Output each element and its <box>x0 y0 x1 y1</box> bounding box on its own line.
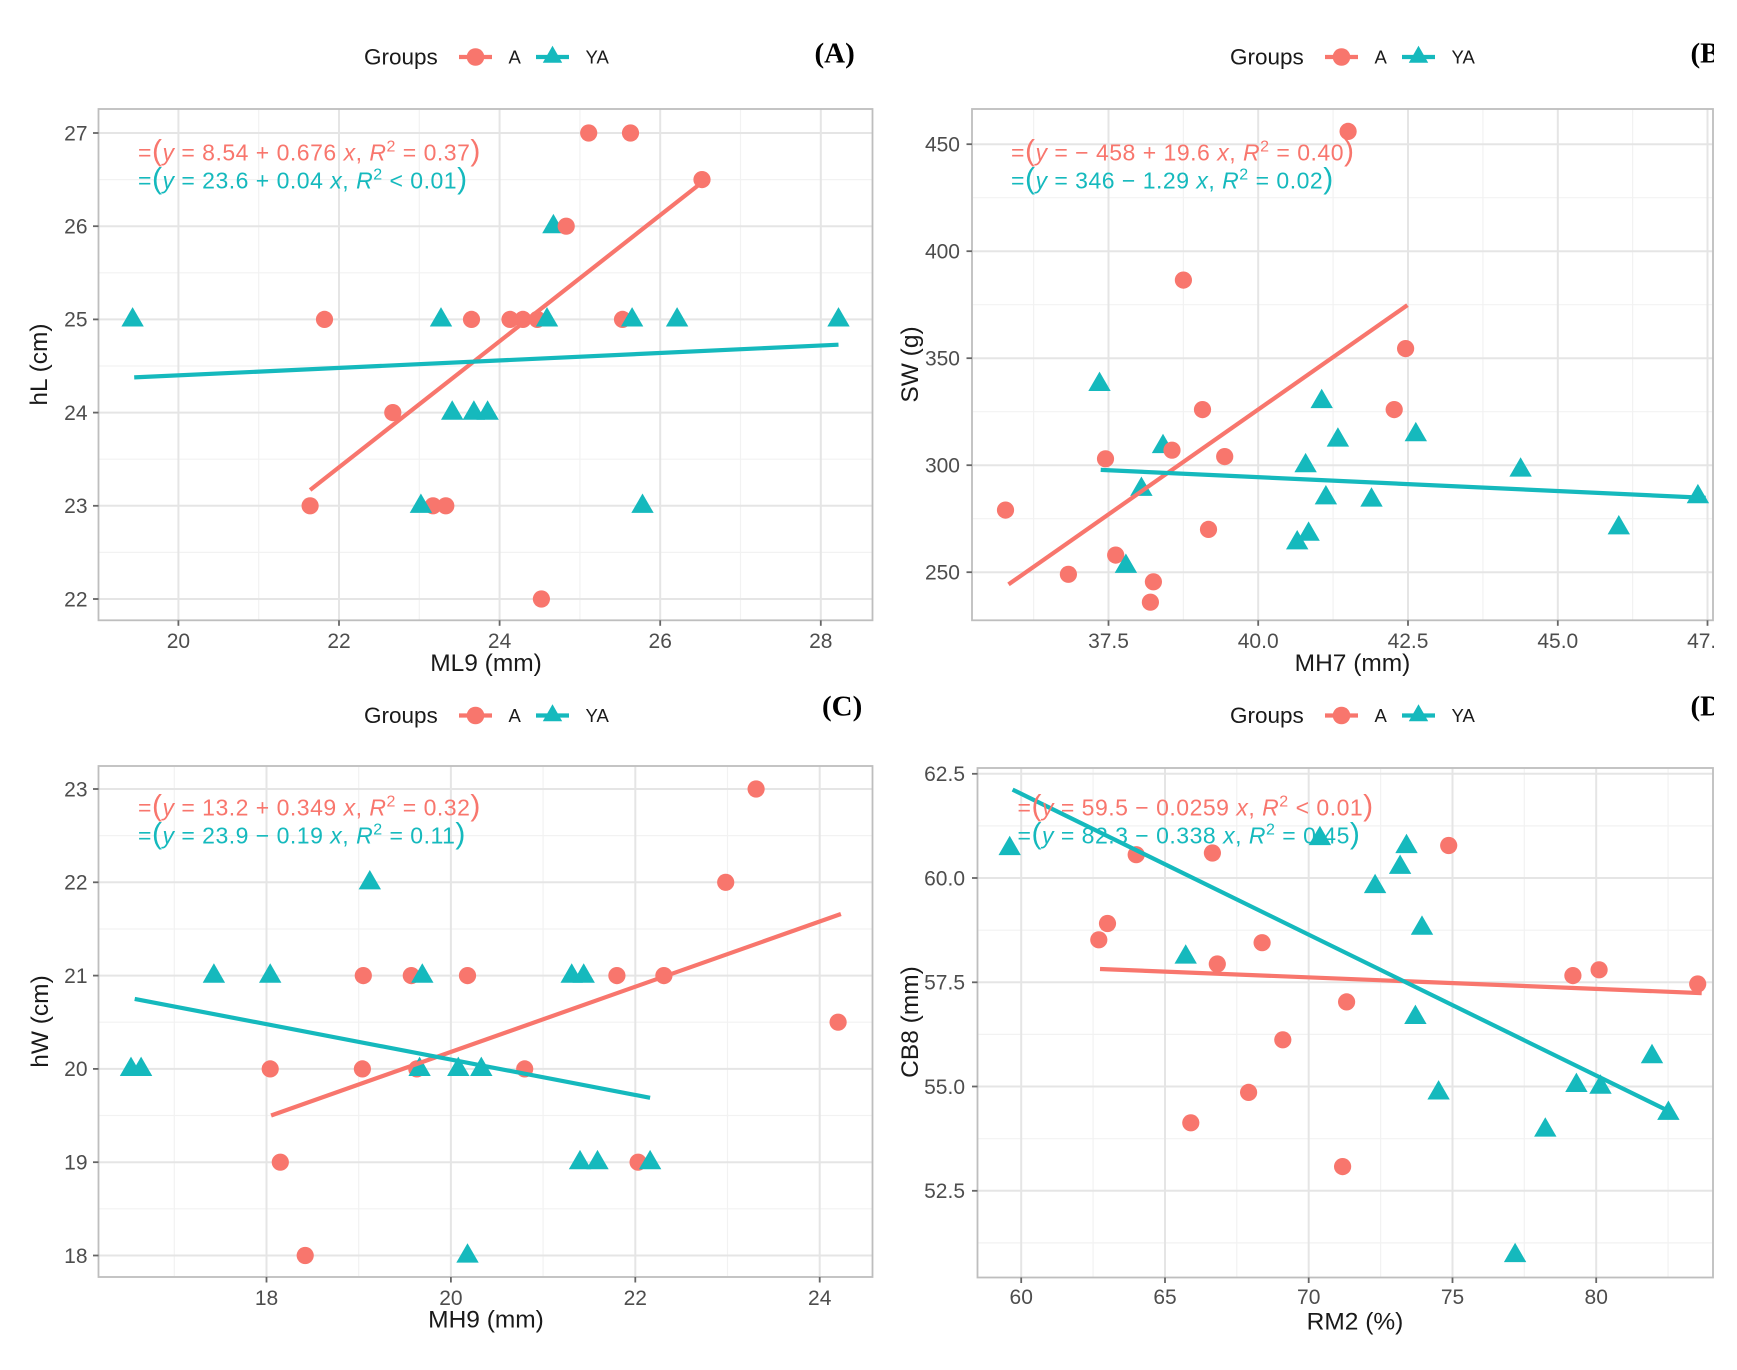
svg-text:YA: YA <box>586 705 610 726</box>
svg-text:23: 23 <box>64 495 87 518</box>
svg-text:A: A <box>1375 47 1388 68</box>
svg-text:26: 26 <box>649 630 672 653</box>
svg-text:24: 24 <box>808 1287 832 1310</box>
svg-text:62.5: 62.5 <box>924 763 965 786</box>
svg-text:300: 300 <box>925 455 960 478</box>
svg-text:=(y = 23.9 − 0.19 x, R2 = 0.11: =(y = 23.9 − 0.19 x, R2 = 0.11) <box>138 818 466 851</box>
svg-text:SW (g): SW (g) <box>897 326 924 402</box>
svg-text:55.0: 55.0 <box>924 1076 965 1099</box>
svg-text:40.0: 40.0 <box>1238 630 1279 653</box>
svg-text:(C): (C) <box>822 691 862 723</box>
svg-text:CB8 (mm): CB8 (mm) <box>897 966 924 1078</box>
svg-text:A: A <box>509 705 522 726</box>
svg-text:hL (cm): hL (cm) <box>26 323 53 405</box>
svg-text:19: 19 <box>64 1152 87 1175</box>
svg-text:57.5: 57.5 <box>924 972 965 995</box>
svg-text:400: 400 <box>925 241 960 264</box>
svg-text:52.5: 52.5 <box>924 1180 965 1203</box>
svg-text:350: 350 <box>925 348 960 371</box>
svg-text:450: 450 <box>925 134 960 157</box>
svg-text:18: 18 <box>64 1245 87 1268</box>
svg-text:22: 22 <box>64 588 87 611</box>
svg-text:Groups: Groups <box>1230 44 1304 69</box>
svg-text:28: 28 <box>809 630 832 653</box>
svg-text:hW (cm): hW (cm) <box>27 975 54 1068</box>
svg-text:21: 21 <box>64 965 87 988</box>
svg-text:YA: YA <box>1452 47 1476 68</box>
svg-text:=(y = 13.2 + 0.349 x, R2 = 0.3: =(y = 13.2 + 0.349 x, R2 = 0.32) <box>138 790 481 823</box>
svg-text:=(y = 82.3 − 0.338 x, R2 = 0.4: =(y = 82.3 − 0.338 x, R2 = 0.45) <box>1018 818 1361 851</box>
svg-text:YA: YA <box>1452 705 1476 726</box>
svg-text:(A): (A) <box>815 38 855 70</box>
svg-text:20: 20 <box>439 1287 462 1310</box>
svg-text:45.0: 45.0 <box>1537 630 1578 653</box>
svg-text:75: 75 <box>1441 1286 1464 1309</box>
svg-text:37.5: 37.5 <box>1088 630 1129 653</box>
svg-text:22: 22 <box>327 630 350 653</box>
svg-text:20: 20 <box>167 630 190 653</box>
svg-text:MH9 (mm): MH9 (mm) <box>428 1307 544 1334</box>
svg-text:80: 80 <box>1585 1286 1608 1309</box>
svg-text:YA: YA <box>586 47 610 68</box>
svg-text:RM2 (%): RM2 (%) <box>1307 1309 1404 1336</box>
svg-text:=(y = 59.5 − 0.0259 x, R2 < 0.: =(y = 59.5 − 0.0259 x, R2 < 0.01) <box>1018 790 1374 823</box>
svg-text:20: 20 <box>64 1058 87 1081</box>
svg-text:=(y = 346 − 1.29 x, R2 = 0.02): =(y = 346 − 1.29 x, R2 = 0.02) <box>1011 163 1334 196</box>
svg-text:60.0: 60.0 <box>924 867 965 890</box>
svg-text:26: 26 <box>64 216 87 239</box>
svg-text:22: 22 <box>624 1287 647 1310</box>
svg-text:=(y = − 458 + 19.6 x, R2 = 0.4: =(y = − 458 + 19.6 x, R2 = 0.40) <box>1011 135 1355 168</box>
svg-text:A: A <box>1375 705 1388 726</box>
svg-text:25: 25 <box>64 309 87 332</box>
svg-text:18: 18 <box>255 1287 278 1310</box>
svg-text:Groups: Groups <box>364 44 438 69</box>
svg-text:ML9 (mm): ML9 (mm) <box>430 650 542 677</box>
svg-text:=(y = 8.54 + 0.676 x, R2 = 0.3: =(y = 8.54 + 0.676 x, R2 = 0.37) <box>138 135 481 168</box>
svg-text:Groups: Groups <box>1230 703 1304 728</box>
svg-text:27: 27 <box>64 122 87 145</box>
svg-text:=(y = 23.6 + 0.04 x, R2 < 0.01: =(y = 23.6 + 0.04 x, R2 < 0.01) <box>138 163 468 196</box>
svg-text:42.5: 42.5 <box>1388 630 1429 653</box>
svg-text:65: 65 <box>1153 1286 1176 1309</box>
svg-text:250: 250 <box>925 562 960 585</box>
svg-text:MH7 (mm): MH7 (mm) <box>1295 650 1411 677</box>
svg-text:A: A <box>509 47 522 68</box>
svg-text:24: 24 <box>488 630 512 653</box>
svg-text:Groups: Groups <box>364 703 438 728</box>
svg-text:24: 24 <box>64 402 88 425</box>
svg-text:23: 23 <box>64 778 87 801</box>
svg-text:60: 60 <box>1010 1286 1033 1309</box>
svg-text:22: 22 <box>64 872 87 895</box>
svg-text:70: 70 <box>1297 1286 1320 1309</box>
